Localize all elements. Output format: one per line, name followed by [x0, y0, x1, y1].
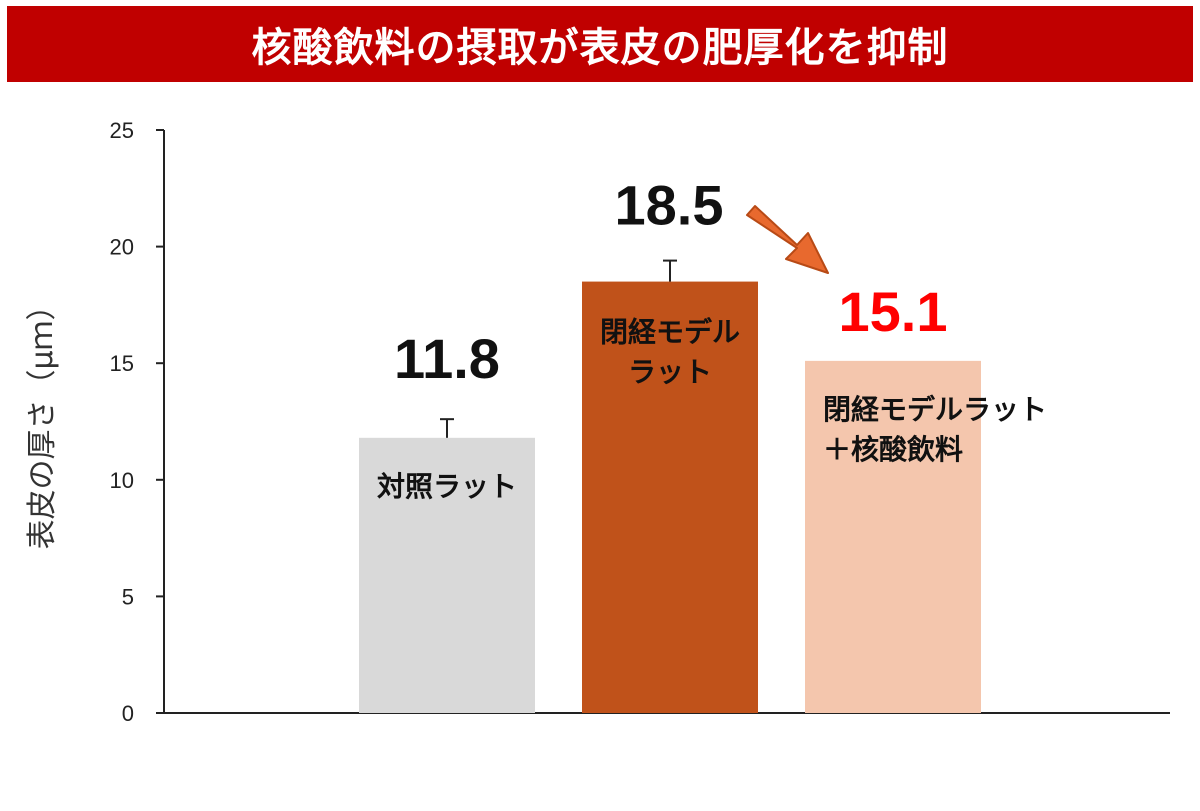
- y-tick-label: 0: [122, 701, 134, 726]
- title-bar: 核酸飲料の摂取が表皮の肥厚化を抑制: [7, 6, 1193, 82]
- y-axis-label: 表皮の厚さ（μｍ）: [25, 290, 60, 549]
- y-tick-label: 10: [110, 468, 134, 493]
- bar: [359, 437, 535, 713]
- category-label: ラット: [628, 356, 712, 389]
- y-tick-label: 15: [110, 351, 134, 376]
- value-label: 18.5: [615, 174, 724, 237]
- category-label: 閉経モデルラット: [823, 393, 1047, 426]
- bars: [359, 259, 981, 713]
- category-label: ＋核酸飲料: [823, 433, 963, 466]
- axes: 0 5 10 15 20 25: [110, 118, 1170, 726]
- bar: [582, 281, 758, 713]
- bar: [805, 360, 981, 713]
- decrease-arrow: [746, 205, 829, 274]
- y-tick-label: 25: [110, 118, 134, 143]
- category-label: 閉経モデル: [600, 316, 740, 349]
- value-label: 11.8: [394, 327, 500, 390]
- value-label: 15.1: [839, 280, 948, 343]
- chart-title: 核酸飲料の摂取が表皮の肥厚化を抑制: [251, 25, 949, 71]
- category-label: 対照ラット: [377, 470, 517, 503]
- y-tick-label: 5: [122, 584, 134, 609]
- y-tick-label: 20: [110, 235, 134, 260]
